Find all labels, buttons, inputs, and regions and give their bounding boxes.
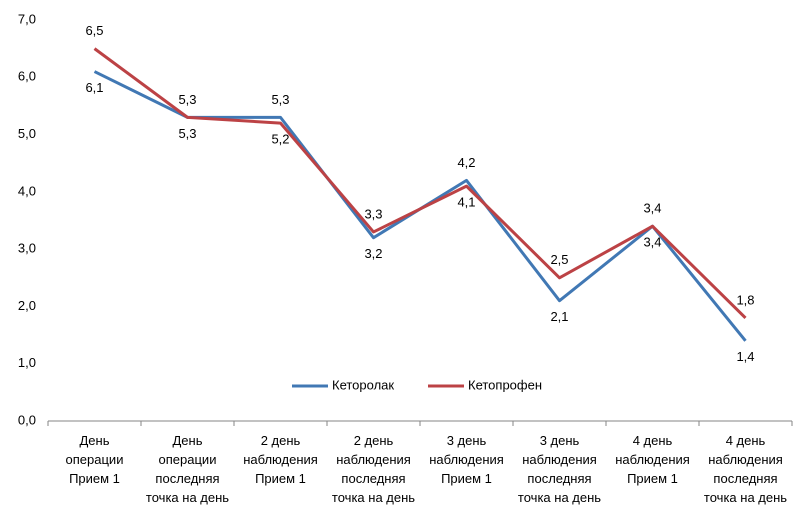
data-label: 5,3 [178,126,196,141]
x-tick-label: 4 день наблюдения Прием 1 [615,433,690,486]
data-label: 4,1 [457,195,475,210]
y-tick-label: 7,0 [18,11,36,26]
data-label: 3,2 [364,246,382,261]
y-tick-label: 4,0 [18,183,36,198]
data-label: 6,1 [85,80,103,95]
y-tick-label: 6,0 [18,69,36,84]
y-tick-label: 5,0 [18,126,36,141]
x-tick-label: 3 день наблюдения последняя точка на ден… [517,433,602,505]
data-label: 5,3 [178,92,196,107]
data-label: 6,5 [85,23,103,38]
data-label: 3,3 [364,206,382,221]
legend-label: Кеторолак [332,377,394,392]
data-label: 5,2 [271,132,289,147]
x-tick-label: День операции Прием 1 [65,433,124,486]
data-label: 2,5 [550,252,568,267]
x-tick-label: 2 день наблюдения Прием 1 [243,433,318,486]
series-line [93,47,747,319]
y-tick-label: 2,0 [18,298,36,313]
x-tick-label: 3 день наблюдения Прием 1 [429,433,504,486]
data-label: 3,4 [643,201,661,216]
data-label: 1,8 [736,292,754,307]
data-label: 2,1 [550,309,568,324]
data-label: 4,2 [457,155,475,170]
data-label: 3,4 [643,235,661,250]
x-tick-label: 2 день наблюдения последняя точка на ден… [331,433,416,505]
legend-label: Кетопрофен [468,377,542,392]
data-label: 5,3 [271,92,289,107]
x-tick-label: 4 день наблюдения последняя точка на ден… [703,433,788,505]
x-tick-label: День операции последняя точка на день [145,433,230,505]
y-tick-label: 3,0 [18,241,36,256]
data-label: 1,4 [736,349,754,364]
y-tick-label: 0,0 [18,412,36,427]
y-tick-label: 1,0 [18,355,36,370]
